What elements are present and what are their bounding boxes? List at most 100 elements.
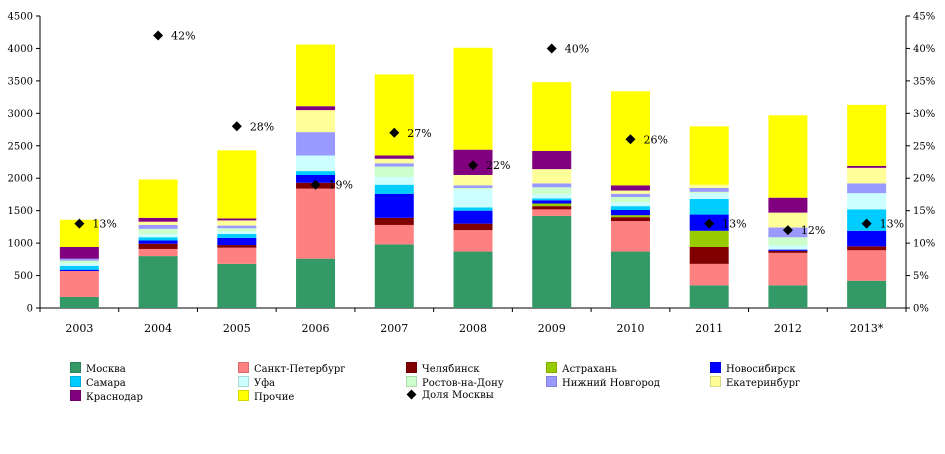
legend-swatch bbox=[238, 362, 249, 373]
share-point bbox=[546, 43, 557, 54]
share-point bbox=[153, 30, 164, 41]
bar-segment bbox=[768, 252, 808, 286]
bar-segment bbox=[217, 234, 257, 238]
bar-segment bbox=[296, 155, 336, 172]
bar-segment bbox=[217, 263, 257, 308]
legend-swatch bbox=[70, 376, 81, 387]
share-point bbox=[389, 127, 400, 138]
y2-tick-label: 10% bbox=[913, 239, 935, 250]
y2-tick-label: 30% bbox=[913, 109, 935, 120]
bar-segment bbox=[689, 187, 729, 192]
bar-segment bbox=[689, 193, 729, 199]
y-axis-left: 0 500 1000 1500 2000 2500 3000 3500 4000 4500 bbox=[8, 12, 41, 315]
share-point bbox=[74, 218, 85, 229]
bar-segment bbox=[847, 167, 887, 184]
y2-tick-label: 40% bbox=[913, 44, 935, 55]
bar-segment bbox=[138, 256, 178, 308]
legend-item: Москва bbox=[70, 362, 126, 375]
legend-label: Нижний Новгород bbox=[562, 378, 660, 389]
bar-segment bbox=[532, 215, 572, 308]
bar-segment bbox=[296, 258, 336, 308]
bar-segment bbox=[453, 47, 493, 150]
bar-segment bbox=[138, 240, 178, 244]
bar-segment bbox=[374, 224, 414, 245]
share-point bbox=[468, 160, 478, 171]
share-point bbox=[231, 121, 242, 132]
bar-segment bbox=[847, 246, 887, 251]
bar-segment bbox=[768, 212, 808, 228]
bar-segment bbox=[374, 193, 414, 218]
x-tick-label: 2012 bbox=[774, 322, 802, 335]
y-tick-label: 1000 bbox=[8, 239, 33, 250]
legend-swatch bbox=[70, 390, 81, 401]
y2-tick-label: 35% bbox=[913, 76, 935, 87]
legend-label: Краснодар bbox=[86, 392, 143, 403]
bar-segment bbox=[610, 190, 650, 194]
bar-segment bbox=[138, 237, 178, 241]
bar-segment bbox=[453, 251, 493, 308]
bar-segment bbox=[532, 198, 572, 201]
bar-segment bbox=[296, 106, 336, 111]
bar-segment bbox=[453, 207, 493, 211]
bar-segment bbox=[374, 163, 414, 167]
bar-segment bbox=[453, 187, 493, 190]
bar-segment bbox=[532, 209, 572, 216]
bar-segment bbox=[453, 223, 493, 231]
share-point bbox=[782, 225, 793, 236]
legend-swatch bbox=[70, 362, 81, 373]
legend-label: Ростов-на-Дону bbox=[422, 378, 504, 389]
legend-label: Москва bbox=[86, 364, 126, 375]
bar-segment bbox=[689, 263, 729, 286]
y2-tick-label: 15% bbox=[913, 206, 935, 217]
legend-swatch bbox=[710, 376, 721, 387]
bar-segment bbox=[217, 237, 257, 246]
bar-segment bbox=[296, 188, 336, 259]
share-data-label: 19% bbox=[329, 179, 353, 192]
bar-segment bbox=[59, 296, 99, 308]
legend-item: Астрахань bbox=[546, 362, 617, 375]
y2-tick-label: 45% bbox=[913, 12, 935, 23]
share-point bbox=[861, 218, 872, 229]
x-tick-label: 2007 bbox=[380, 322, 408, 335]
bar-segment bbox=[532, 183, 572, 188]
bar-segment bbox=[689, 198, 729, 215]
y2-tick-label: 25% bbox=[913, 141, 935, 152]
bar-segment bbox=[138, 224, 178, 229]
bar-segment bbox=[532, 187, 572, 195]
x-tick-label: 2010 bbox=[616, 322, 644, 335]
x-axis: 2003 2004 2005 2006 2007 2008 2009 2010 2011 2012… bbox=[39, 307, 907, 335]
y2-tick-label: 5% bbox=[913, 271, 929, 282]
legend-label: Астрахань bbox=[562, 364, 617, 375]
bar-segment bbox=[217, 228, 257, 232]
bar-segment bbox=[610, 210, 650, 216]
bar-segment bbox=[847, 104, 887, 166]
legend-swatch bbox=[710, 362, 721, 373]
bar-segment bbox=[374, 217, 414, 225]
legend-swatch bbox=[406, 376, 417, 387]
share-data-label: 12% bbox=[801, 224, 825, 237]
legend-swatch bbox=[406, 362, 417, 373]
bar-segment bbox=[532, 150, 572, 170]
y-tick-label: 500 bbox=[14, 271, 33, 282]
bar-segment bbox=[217, 225, 257, 229]
bar-segment bbox=[532, 169, 572, 184]
bar-segment bbox=[689, 247, 729, 264]
bar-segment bbox=[768, 197, 808, 213]
bar-segment bbox=[138, 248, 178, 257]
y-tick-label: 4000 bbox=[8, 44, 33, 55]
bar-segment bbox=[59, 263, 99, 266]
legend-item: Краснодар bbox=[70, 390, 143, 403]
bar-segment bbox=[847, 230, 887, 247]
legend-item: Екатеринбург bbox=[710, 376, 800, 389]
bar-segment bbox=[138, 243, 178, 249]
x-tick-label: 2003 bbox=[65, 322, 93, 335]
bar-segment bbox=[689, 230, 729, 248]
legend-item: Новосибирск bbox=[710, 362, 796, 375]
legend-swatch bbox=[238, 376, 249, 387]
bar-segment bbox=[689, 184, 729, 188]
legend-label: Новосибирск bbox=[726, 364, 796, 375]
bar-segment bbox=[59, 271, 99, 297]
bar-segment bbox=[768, 250, 808, 253]
bar-segment bbox=[138, 228, 178, 235]
bar-segment bbox=[847, 280, 887, 308]
